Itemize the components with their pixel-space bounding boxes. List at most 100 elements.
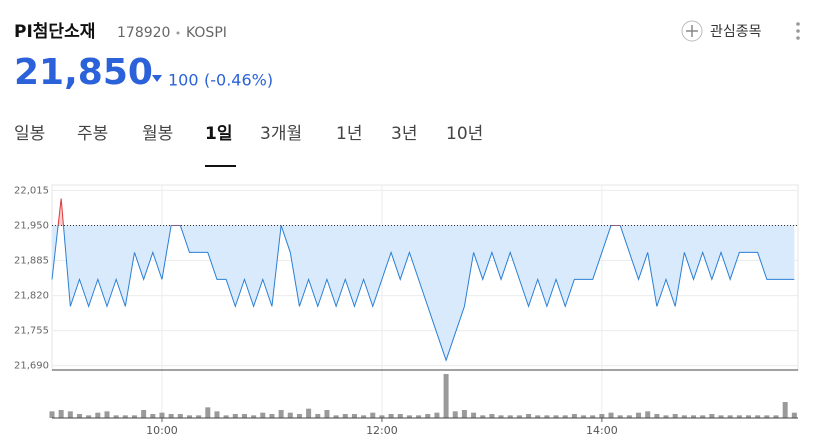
tab[interactable]: 3개월 xyxy=(260,124,302,144)
volume-bar xyxy=(434,412,440,418)
volume-bar xyxy=(681,415,687,418)
volume-bar xyxy=(361,415,367,418)
volume-bar xyxy=(416,415,422,418)
volume-bar xyxy=(581,415,587,418)
volume-bar xyxy=(443,374,449,418)
volume-bar xyxy=(251,415,257,418)
plus xyxy=(686,25,698,37)
y-tick-label: 21,885 xyxy=(14,256,49,267)
volume-bar xyxy=(498,415,504,418)
volume-bar xyxy=(672,414,678,418)
volume-bar xyxy=(232,414,238,418)
volume-bar xyxy=(141,410,147,418)
volume-bar xyxy=(315,414,321,418)
volume-bar xyxy=(562,415,568,418)
volume-bar xyxy=(626,415,632,418)
tab[interactable]: 10년 xyxy=(446,124,483,144)
volume-bar xyxy=(654,414,660,418)
tab[interactable]: 월봉 xyxy=(142,124,173,144)
tab[interactable]: 3년 xyxy=(391,124,417,144)
y-tick-label: 21,820 xyxy=(14,291,49,302)
volume-bar xyxy=(663,415,669,418)
volume-bar xyxy=(617,415,623,418)
volume-bar xyxy=(49,411,55,418)
volume-bar xyxy=(507,415,513,418)
change: 100 xyxy=(168,71,199,90)
tab[interactable]: 주봉 xyxy=(77,124,108,144)
volume-bar xyxy=(159,412,165,418)
volume-bar xyxy=(388,414,394,418)
volume-bar xyxy=(736,415,742,418)
price: 21,850 xyxy=(14,52,153,93)
volume-bar xyxy=(342,414,348,418)
volume-bar xyxy=(269,414,275,418)
plus-icon xyxy=(681,20,703,42)
volume-bar xyxy=(113,415,119,418)
volume-bar xyxy=(645,411,651,418)
volume-bar xyxy=(461,410,467,418)
down-arrow xyxy=(152,75,162,82)
volume-bar xyxy=(709,414,715,418)
volume-bar xyxy=(406,415,412,418)
volume-bar xyxy=(571,414,577,418)
y-tick-label: 21,755 xyxy=(14,326,49,337)
volume-bar xyxy=(516,415,522,418)
volume-bar xyxy=(691,415,697,418)
tab[interactable]: 일봉 xyxy=(14,124,45,144)
volume-bar xyxy=(590,415,596,418)
volume-bar xyxy=(471,412,477,418)
volume-bar xyxy=(526,414,532,418)
volume-bar xyxy=(489,414,495,418)
volume-bar xyxy=(727,415,733,418)
volume-bar xyxy=(379,415,385,418)
volume-bar xyxy=(260,412,266,418)
volume-bar xyxy=(333,415,339,418)
volume-bar xyxy=(95,412,101,418)
volume-bar xyxy=(86,415,92,418)
volume-bar xyxy=(104,411,110,418)
tab[interactable]: 1일 xyxy=(205,124,232,144)
volume-bar xyxy=(214,411,220,418)
volume-bar xyxy=(718,415,724,418)
volume-bar xyxy=(782,402,788,418)
volume-bar xyxy=(608,412,614,418)
watch-button[interactable]: 관심종목 xyxy=(681,20,762,42)
volume-bar xyxy=(287,412,293,418)
volume-bar xyxy=(452,411,458,418)
volume-bar xyxy=(535,415,541,418)
chart: 22,015 21,950 21,885 21,820 21,755 21,690 10:0… xyxy=(14,184,799,437)
volume-bar xyxy=(241,414,247,418)
volume-bar xyxy=(205,407,211,418)
volume-bar xyxy=(746,415,752,418)
stock-code: 178920 xyxy=(117,25,170,41)
y-tick-label: 21,950 xyxy=(14,220,49,231)
volume-bar xyxy=(773,415,779,418)
volume-bar xyxy=(755,415,761,418)
x-tick-label: 10:00 xyxy=(146,424,178,437)
y-tick-label: 21,690 xyxy=(14,361,49,372)
volume-bar xyxy=(351,414,357,418)
tab[interactable]: 1년 xyxy=(336,124,362,144)
change-pct: (-0.46%) xyxy=(204,71,273,90)
volume-bar xyxy=(150,414,156,418)
x-tick-label: 12:00 xyxy=(366,424,398,437)
volume-bar xyxy=(223,415,229,418)
volume-bar xyxy=(76,414,82,418)
volume-bar xyxy=(397,414,403,418)
volume-bar xyxy=(177,414,183,418)
x-tick-label: 14:00 xyxy=(586,424,618,437)
volume-bar xyxy=(636,412,642,418)
price-area-up xyxy=(58,198,64,226)
volume-bar xyxy=(186,415,192,418)
period-tabs: 일봉 주봉 월봉 1일 3개월 1년 3년 10년 xyxy=(14,124,483,167)
volume-bar xyxy=(196,415,202,418)
price-line xyxy=(51,225,795,362)
volume-bar xyxy=(67,411,73,418)
y-tick-label: 22,015 xyxy=(14,185,49,196)
volume-bar xyxy=(324,410,330,418)
stock-name: PI첨단소재 xyxy=(14,21,95,42)
volume-bar xyxy=(599,414,605,418)
more-menu[interactable] xyxy=(796,22,800,40)
